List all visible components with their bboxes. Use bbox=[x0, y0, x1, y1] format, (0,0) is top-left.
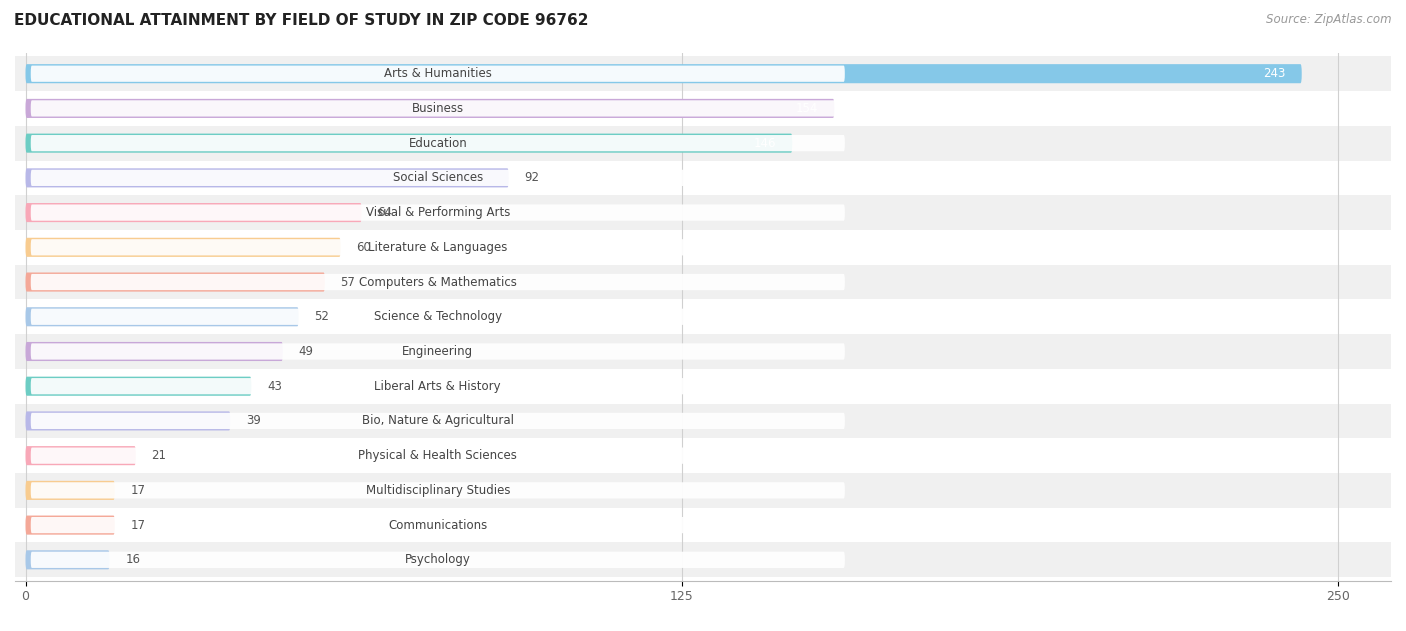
FancyBboxPatch shape bbox=[31, 482, 845, 498]
FancyBboxPatch shape bbox=[31, 170, 845, 186]
FancyBboxPatch shape bbox=[25, 411, 231, 430]
FancyBboxPatch shape bbox=[25, 134, 793, 153]
Text: Literature & Languages: Literature & Languages bbox=[368, 241, 508, 254]
FancyBboxPatch shape bbox=[31, 517, 845, 533]
FancyBboxPatch shape bbox=[25, 307, 298, 326]
Text: 21: 21 bbox=[152, 449, 166, 462]
Text: Source: ZipAtlas.com: Source: ZipAtlas.com bbox=[1267, 13, 1392, 26]
Text: 92: 92 bbox=[524, 172, 540, 184]
FancyBboxPatch shape bbox=[31, 309, 845, 325]
Bar bbox=[15, 508, 1391, 543]
FancyBboxPatch shape bbox=[31, 378, 845, 394]
Text: Science & Technology: Science & Technology bbox=[374, 310, 502, 323]
Text: Physical & Health Sciences: Physical & Health Sciences bbox=[359, 449, 517, 462]
Text: Arts & Humanities: Arts & Humanities bbox=[384, 67, 492, 80]
Bar bbox=[15, 299, 1391, 334]
Text: Visual & Performing Arts: Visual & Performing Arts bbox=[366, 206, 510, 219]
FancyBboxPatch shape bbox=[25, 446, 136, 465]
Bar bbox=[15, 404, 1391, 439]
Bar bbox=[15, 439, 1391, 473]
Bar bbox=[15, 230, 1391, 264]
Text: 64: 64 bbox=[377, 206, 392, 219]
Text: 17: 17 bbox=[131, 484, 146, 497]
Bar bbox=[15, 334, 1391, 369]
FancyBboxPatch shape bbox=[25, 550, 110, 569]
Bar bbox=[15, 56, 1391, 91]
FancyBboxPatch shape bbox=[31, 204, 845, 221]
FancyBboxPatch shape bbox=[25, 481, 115, 500]
FancyBboxPatch shape bbox=[31, 413, 845, 429]
FancyBboxPatch shape bbox=[31, 274, 845, 290]
FancyBboxPatch shape bbox=[31, 239, 845, 256]
Text: 52: 52 bbox=[315, 310, 329, 323]
FancyBboxPatch shape bbox=[25, 377, 252, 396]
Text: Education: Education bbox=[408, 137, 467, 150]
FancyBboxPatch shape bbox=[25, 342, 283, 361]
Text: Liberal Arts & History: Liberal Arts & History bbox=[374, 380, 501, 392]
Text: 43: 43 bbox=[267, 380, 283, 392]
FancyBboxPatch shape bbox=[25, 168, 509, 187]
Text: 49: 49 bbox=[298, 345, 314, 358]
Bar bbox=[15, 543, 1391, 577]
FancyBboxPatch shape bbox=[25, 273, 325, 292]
Text: Communications: Communications bbox=[388, 519, 488, 531]
FancyBboxPatch shape bbox=[25, 64, 1302, 83]
Text: 16: 16 bbox=[125, 553, 141, 567]
FancyBboxPatch shape bbox=[25, 99, 834, 118]
Text: 57: 57 bbox=[340, 276, 356, 288]
Text: Business: Business bbox=[412, 102, 464, 115]
FancyBboxPatch shape bbox=[31, 66, 845, 82]
Bar bbox=[15, 160, 1391, 195]
Text: 39: 39 bbox=[246, 415, 262, 427]
Text: 243: 243 bbox=[1264, 67, 1286, 80]
Bar bbox=[15, 91, 1391, 126]
Text: Social Sciences: Social Sciences bbox=[392, 172, 482, 184]
Text: 146: 146 bbox=[754, 137, 776, 150]
FancyBboxPatch shape bbox=[31, 343, 845, 360]
FancyBboxPatch shape bbox=[31, 447, 845, 464]
FancyBboxPatch shape bbox=[31, 551, 845, 568]
FancyBboxPatch shape bbox=[31, 135, 845, 151]
Bar bbox=[15, 195, 1391, 230]
FancyBboxPatch shape bbox=[25, 203, 361, 222]
Bar bbox=[15, 264, 1391, 299]
Bar bbox=[15, 126, 1391, 160]
Text: Bio, Nature & Agricultural: Bio, Nature & Agricultural bbox=[361, 415, 513, 427]
Text: 17: 17 bbox=[131, 519, 146, 531]
Text: Psychology: Psychology bbox=[405, 553, 471, 567]
Bar bbox=[15, 369, 1391, 404]
FancyBboxPatch shape bbox=[25, 516, 115, 534]
FancyBboxPatch shape bbox=[31, 100, 845, 117]
Text: Multidisciplinary Studies: Multidisciplinary Studies bbox=[366, 484, 510, 497]
FancyBboxPatch shape bbox=[25, 238, 340, 257]
Text: EDUCATIONAL ATTAINMENT BY FIELD OF STUDY IN ZIP CODE 96762: EDUCATIONAL ATTAINMENT BY FIELD OF STUDY… bbox=[14, 13, 589, 28]
Text: 154: 154 bbox=[796, 102, 818, 115]
Text: Engineering: Engineering bbox=[402, 345, 474, 358]
Text: 60: 60 bbox=[356, 241, 371, 254]
Bar bbox=[15, 473, 1391, 508]
Text: Computers & Mathematics: Computers & Mathematics bbox=[359, 276, 517, 288]
